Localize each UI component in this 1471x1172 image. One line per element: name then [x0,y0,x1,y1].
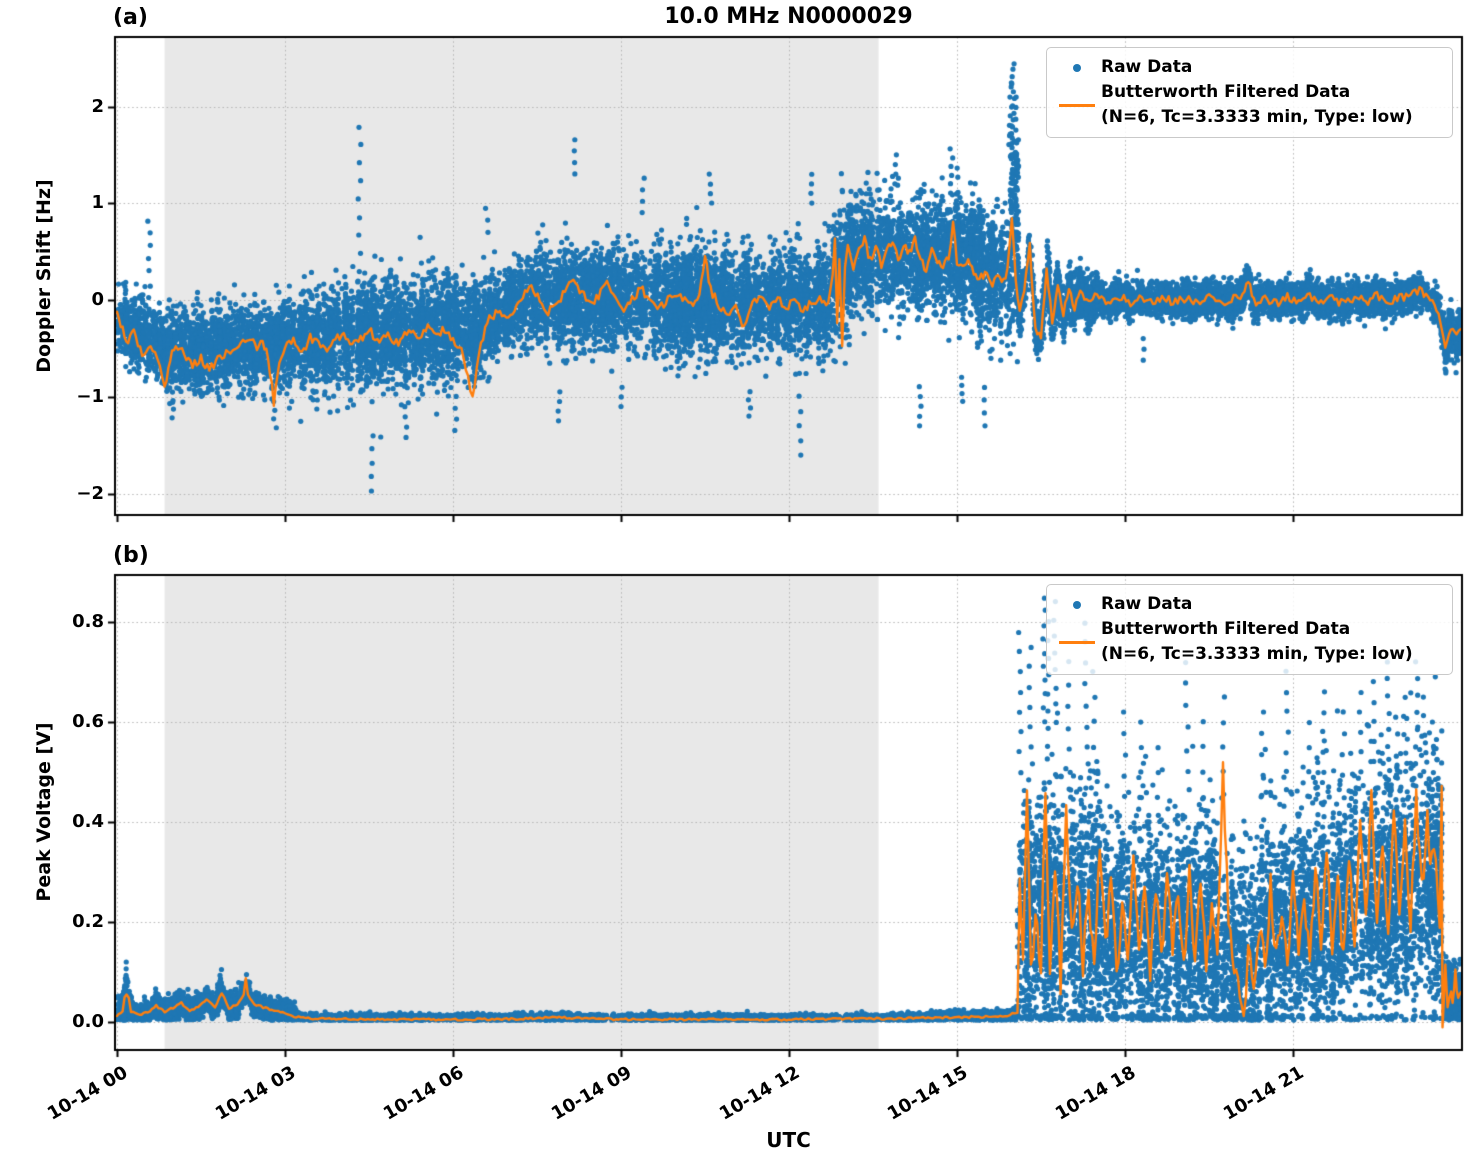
chart-title: 10.0 MHz N0000029 [664,4,913,29]
y-tick-label-panel-a: 0 [91,289,104,310]
y-tick-label-panel-a: −1 [76,385,104,407]
filtered-line-marker-icon [1053,640,1101,644]
y-tick-label-panel-b: 0.6 [72,711,104,732]
legend-raw-label: Raw Data [1101,57,1193,77]
legend-raw-label: Raw Data [1101,594,1193,614]
legend-filtered-sublabel: (N=6, Tc=3.3333 min, Type: low) [1101,107,1413,127]
y-tick-label-panel-b: 0.8 [72,611,104,632]
legend-entry-filtered: Butterworth Filtered Data (N=6, Tc=3.333… [1053,80,1442,130]
legend-panel-a: Raw Data Butterworth Filtered Data (N=6,… [1046,47,1453,138]
y-tick-label-panel-a: 2 [91,95,104,117]
legend-panel-b: Raw Data Butterworth Filtered Data (N=6,… [1046,584,1453,675]
y-tick-label-panel-a: 1 [91,192,104,214]
y-tick-label-panel-b: 0.0 [72,1011,104,1032]
x-axis-label: UTC [766,1128,811,1152]
legend-filtered-label: Butterworth Filtered Data [1101,619,1351,639]
panel-a-label: (a) [113,5,148,30]
legend-entry-filtered: Butterworth Filtered Data (N=6, Tc=3.333… [1053,617,1442,667]
filtered-line-marker-icon [1053,103,1101,107]
raw-data-marker-icon [1053,600,1101,609]
raw-data-marker-icon [1053,63,1101,72]
legend-entry-raw: Raw Data [1053,55,1442,80]
panel-b-label: (b) [113,543,149,568]
legend-filtered-label: Butterworth Filtered Data [1101,82,1351,102]
y-tick-label-panel-b: 0.4 [72,811,104,832]
legend-filtered-sublabel: (N=6, Tc=3.3333 min, Type: low) [1101,644,1413,664]
y-tick-label-panel-b: 0.2 [72,911,104,932]
legend-entry-raw: Raw Data [1053,592,1442,617]
y-tick-label-panel-a: −2 [76,482,104,504]
